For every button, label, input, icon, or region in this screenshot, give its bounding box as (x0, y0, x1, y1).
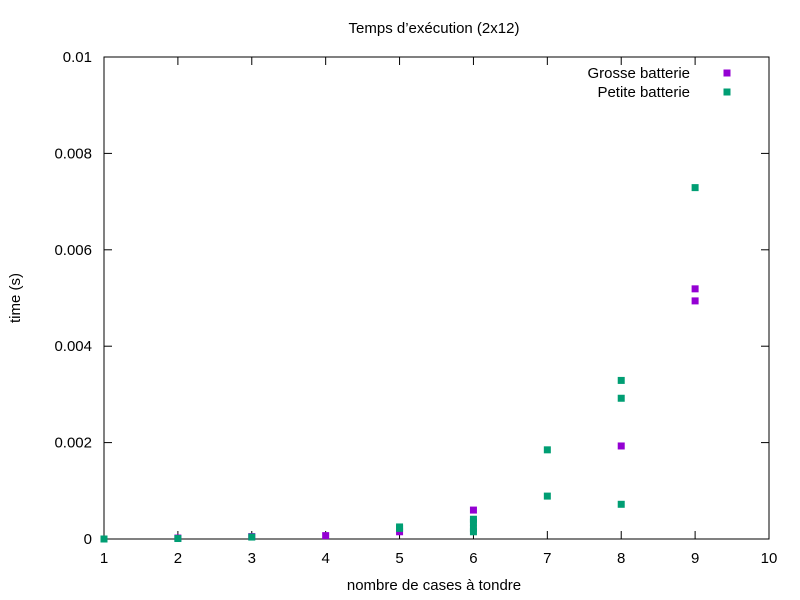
legend: Grosse batterie Petite batterie (587, 65, 731, 101)
data-point-series-0 (322, 532, 330, 540)
data-point-series-1 (617, 500, 625, 508)
y-tick-label: 0.004 (54, 338, 92, 355)
legend-marker (723, 69, 731, 77)
data-point-series-1 (543, 492, 551, 500)
y-tick-label: 0.002 (54, 435, 92, 452)
y-axis: 0 0.002 0.004 0.006 0.008 0.01 (54, 49, 769, 548)
x-tick-label: 6 (469, 550, 477, 567)
data-point-series-0 (691, 297, 699, 305)
data-point-series-1 (617, 394, 625, 402)
x-tick-label: 5 (395, 550, 403, 567)
data-point-series-0 (469, 506, 477, 514)
data-point-series-1 (100, 535, 108, 543)
y-tick-label: 0.006 (54, 242, 92, 259)
data-point-series-1 (248, 533, 256, 541)
y-tick-label: 0.008 (54, 145, 92, 162)
x-tick-label: 8 (617, 550, 625, 567)
data-point-series-1 (543, 446, 551, 454)
plot-frame (103, 56, 770, 540)
x-tick-label: 3 (248, 550, 256, 567)
data-point-series-1 (691, 184, 699, 192)
data-point-series-1 (174, 535, 182, 543)
x-tick-label: 1 (100, 550, 108, 567)
y-tick-label: 0.01 (63, 49, 92, 66)
x-axis: 1 2 3 4 5 6 7 8 9 10 (100, 57, 778, 567)
chart-title: Temps d’exécution (2x12) (349, 20, 520, 37)
data-point-series-0 (617, 442, 625, 450)
x-tick-label: 10 (761, 550, 778, 567)
data-point-series-1 (617, 376, 625, 384)
legend-marker (723, 88, 731, 96)
legend-label: Grosse batterie (587, 65, 690, 82)
x-tick-label: 2 (174, 550, 182, 567)
x-tick-label: 4 (321, 550, 329, 567)
y-tick-label: 0 (84, 531, 92, 548)
data-points (100, 184, 699, 543)
data-point-series-0 (691, 285, 699, 293)
x-tick-label: 7 (543, 550, 551, 567)
data-point-series-1 (469, 515, 477, 523)
y-axis-label: time (s) (7, 273, 24, 323)
data-point-series-1 (396, 523, 404, 531)
x-tick-label: 9 (691, 550, 699, 567)
legend-label: Petite batterie (597, 84, 690, 101)
data-point-series-1 (469, 524, 477, 532)
x-axis-label: nombre de cases à tondre (347, 577, 521, 594)
